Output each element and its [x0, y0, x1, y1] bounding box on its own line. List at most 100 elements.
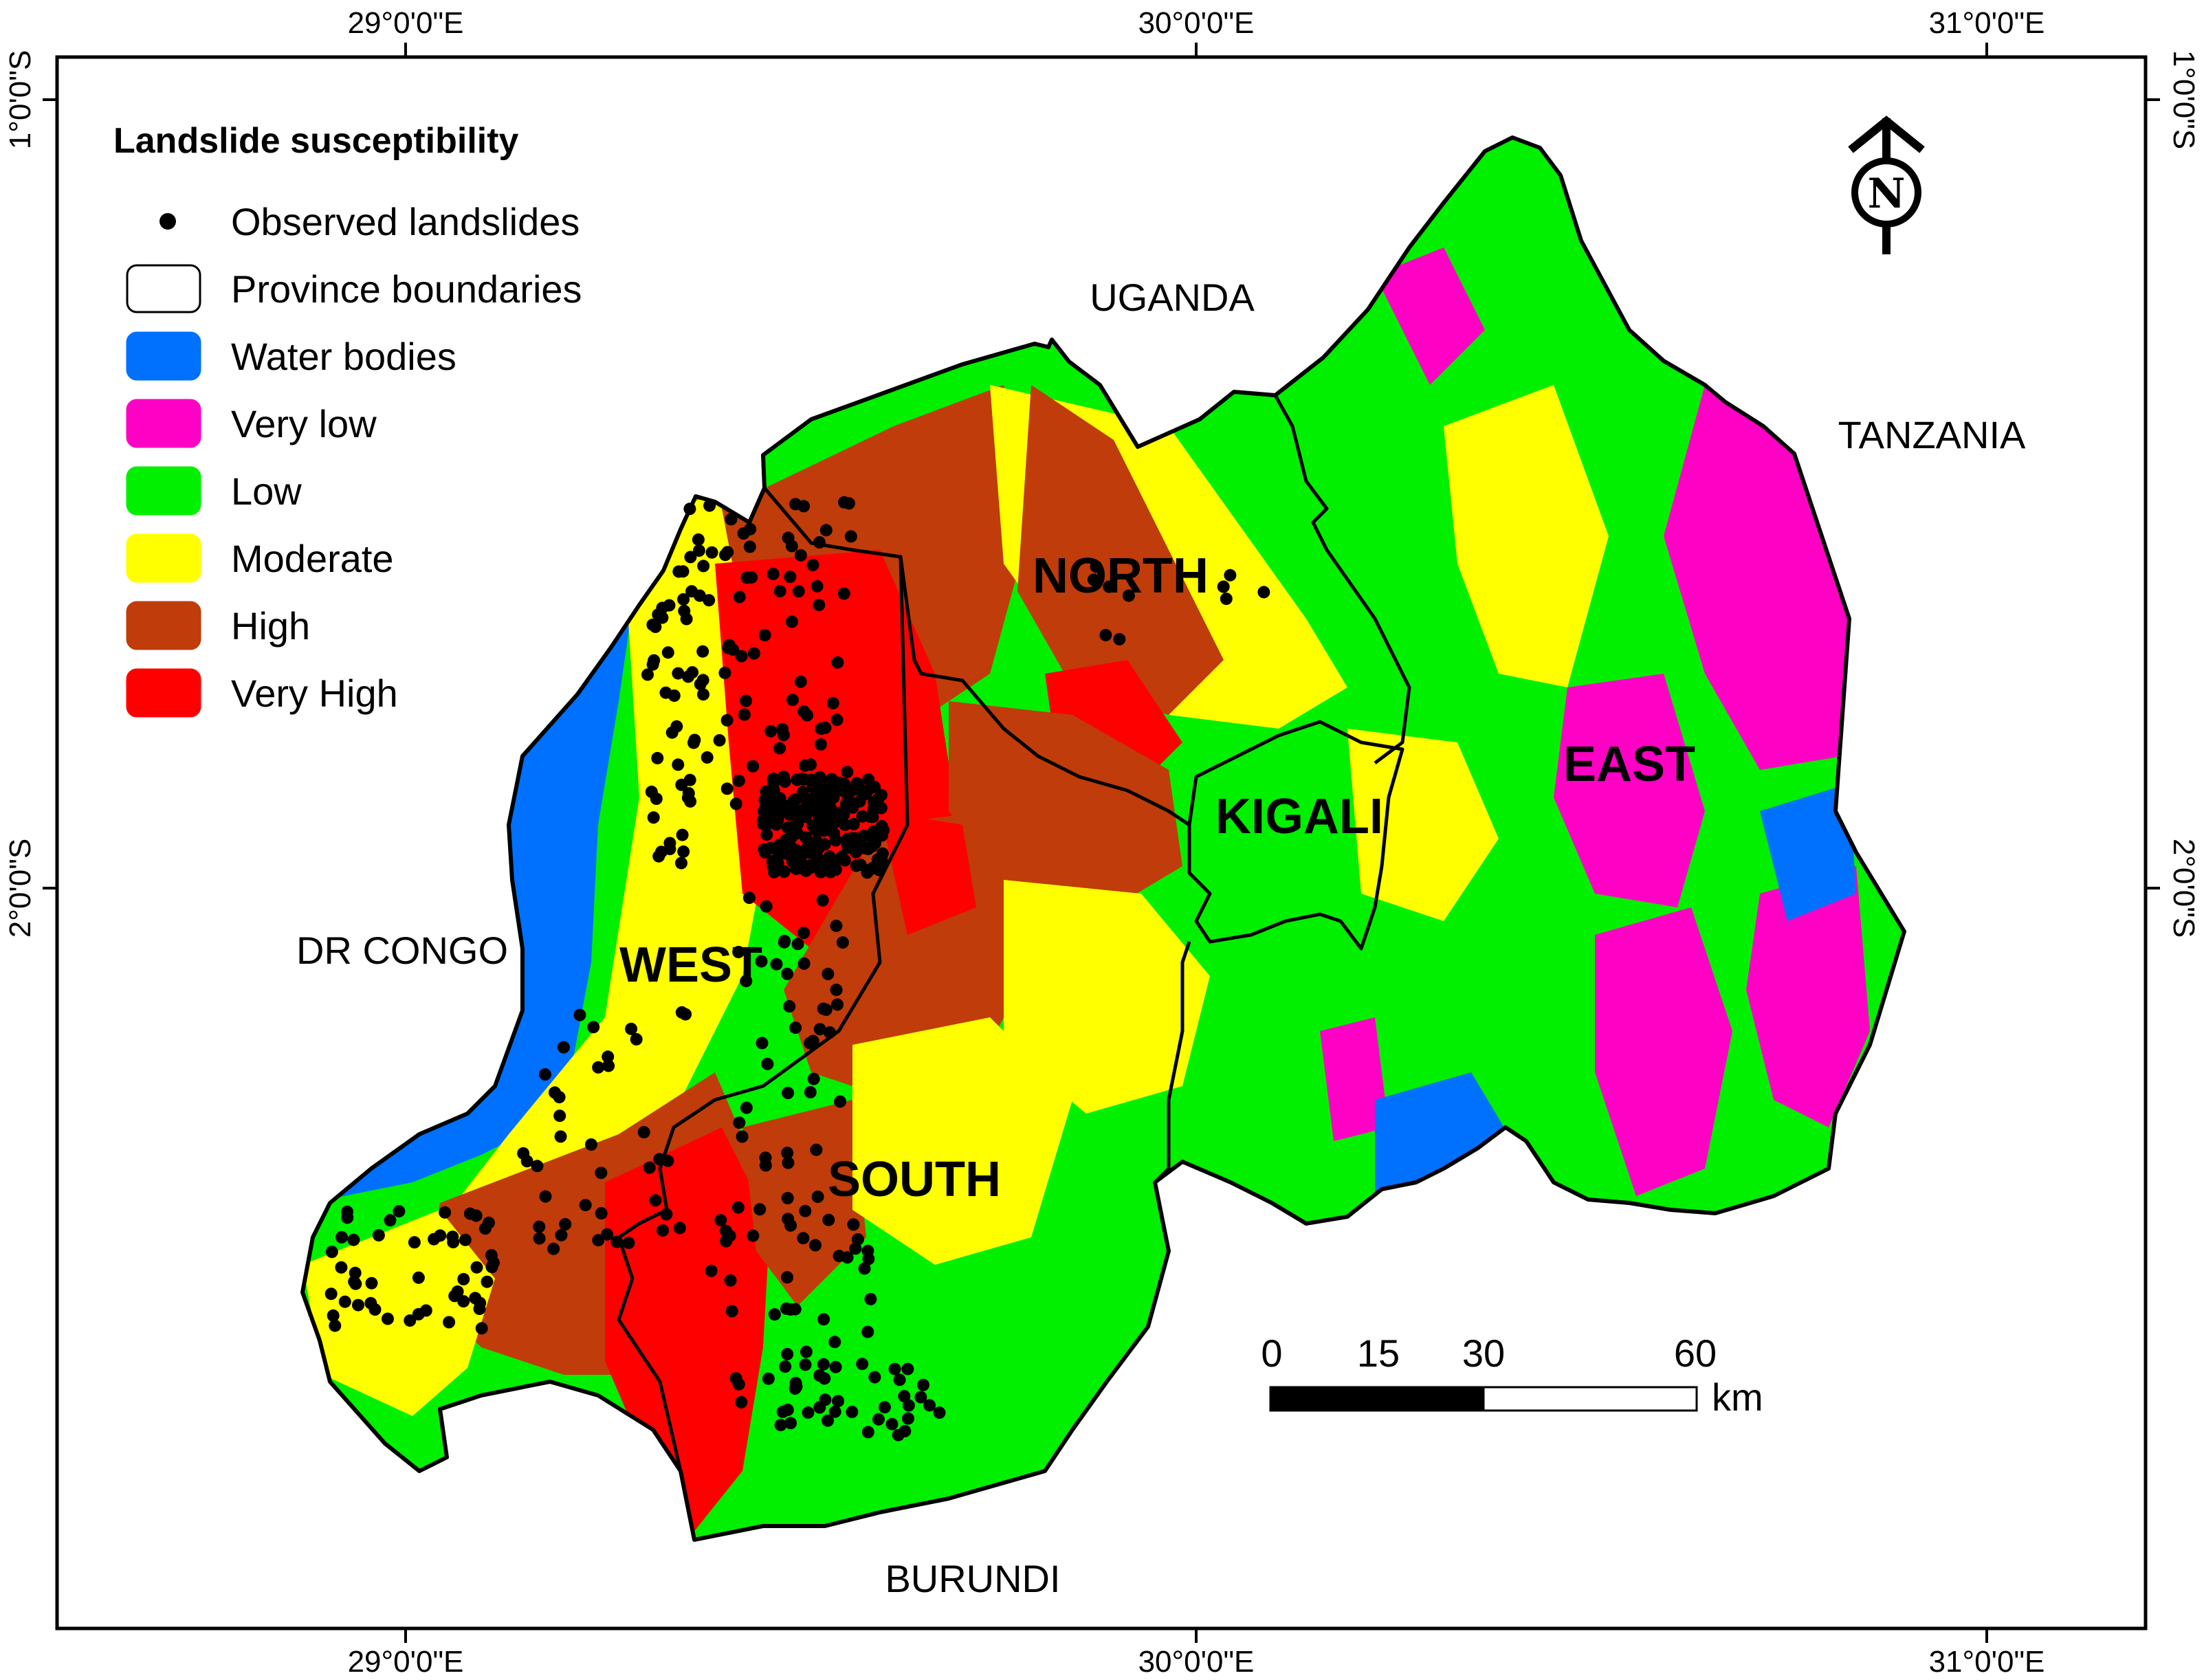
landslide-point	[610, 1235, 624, 1248]
landslide-point	[841, 839, 854, 851]
landslide-point	[799, 1204, 812, 1217]
graticule-left-label: 2°0'0"S	[3, 839, 37, 938]
graticule-left-label: 1°0'0"S	[3, 50, 37, 149]
landslide-point	[781, 1347, 794, 1360]
landslide-point	[1090, 560, 1103, 573]
landslide-point	[721, 546, 734, 559]
landslide-point	[729, 797, 742, 810]
zone-moderate-kigali	[1347, 729, 1499, 921]
landslide-point	[674, 1222, 686, 1235]
landslide-point	[557, 1041, 570, 1054]
landslide-point	[732, 946, 745, 958]
landslide-point	[533, 1232, 546, 1245]
landslide-point	[683, 502, 696, 516]
landslide-point	[637, 1126, 650, 1139]
landslide-point	[898, 1390, 911, 1403]
landslide-point	[768, 1308, 781, 1321]
landslide-point	[475, 1322, 488, 1335]
legend-label: High	[231, 604, 310, 648]
landslide-point	[722, 641, 735, 654]
landslide-point	[553, 1109, 566, 1123]
landslide-point	[800, 1345, 813, 1358]
landslide-point	[813, 1023, 826, 1036]
landslide-point	[781, 1147, 794, 1160]
legend: Landslide susceptibility Observed landsl…	[113, 121, 582, 718]
landslide-point	[770, 958, 783, 971]
country-label-congo: DR CONGO	[296, 929, 508, 972]
zone-moderate-south-central	[852, 1017, 1072, 1265]
landslide-point	[768, 813, 781, 826]
landslide-point	[794, 675, 807, 688]
legend-swatch	[126, 668, 201, 718]
graticule-right-label: 2°0'0"S	[2167, 839, 2201, 938]
zone-high-central	[949, 701, 1182, 907]
landslide-point	[443, 1316, 456, 1329]
landslide-point	[724, 1274, 737, 1287]
landslide-point	[731, 1201, 745, 1214]
landslide-point	[849, 1242, 862, 1255]
legend-swatch	[126, 466, 201, 516]
landslide-point	[819, 721, 832, 734]
landslide-point	[485, 1261, 498, 1274]
landslide-point	[810, 1143, 823, 1156]
landslide-point	[756, 1037, 769, 1050]
landslide-point	[831, 656, 844, 669]
legend-swatch	[126, 601, 201, 650]
landslide-point	[781, 1271, 794, 1284]
landslide-point	[743, 540, 756, 553]
landslide-point	[789, 1021, 802, 1035]
landslide-point	[813, 536, 826, 549]
landslide-point	[833, 812, 846, 825]
landslide-point	[335, 1261, 348, 1274]
province-label-east: EAST	[1563, 737, 1695, 792]
landslide-point	[408, 1236, 421, 1249]
landslide-point	[469, 1292, 482, 1305]
landslide-point	[819, 524, 833, 537]
landslide-point	[815, 738, 827, 751]
landslide-point	[602, 1050, 615, 1063]
landslide-point	[625, 1022, 638, 1035]
landslide-point	[819, 1003, 833, 1016]
landslide-point	[779, 1360, 792, 1373]
landslide-point	[782, 1156, 795, 1169]
landslide-point	[559, 1218, 572, 1230]
landslide-point	[547, 1242, 560, 1255]
graticule-bottom-label: 30°0'0"E	[1138, 1645, 1255, 1679]
landslide-point	[733, 1116, 746, 1129]
landslide-point	[841, 1251, 854, 1264]
landslide-point	[858, 1262, 871, 1275]
landslide-point	[797, 927, 811, 939]
landslide-point	[670, 720, 683, 733]
landslide-point	[329, 1319, 342, 1332]
landslide-point	[459, 1233, 472, 1246]
graticule-ticks	[43, 43, 2160, 1643]
landslide-point	[732, 774, 745, 787]
boundary-west-north	[763, 487, 1191, 827]
landslide-point	[791, 938, 804, 951]
landslide-point	[856, 1358, 869, 1371]
landslide-point	[684, 551, 697, 564]
landslide-point	[630, 1032, 643, 1046]
landslide-point	[682, 670, 695, 683]
landslide-point	[796, 786, 809, 799]
landslide-point	[794, 808, 807, 821]
landslide-point	[457, 1272, 470, 1285]
landslide-point	[847, 817, 860, 830]
landslide-point	[595, 1167, 608, 1180]
landslide-point	[830, 984, 843, 996]
landslide-point	[885, 1417, 899, 1430]
landslide-point	[697, 560, 710, 573]
scale-bar: 0 15 30 60 km	[1261, 1331, 1763, 1419]
landslide-point	[649, 620, 662, 633]
zone-moderate-west	[412, 495, 791, 1279]
landslide-point	[850, 859, 863, 872]
landslide-point	[661, 1154, 674, 1167]
landslide-point	[759, 1159, 772, 1172]
landslide-point	[663, 599, 676, 612]
landslide-point	[806, 797, 819, 810]
landslide-point	[1257, 586, 1270, 599]
landslide-point	[573, 1008, 586, 1021]
zone-verylow-east-5	[1375, 247, 1485, 385]
landslide-point	[737, 527, 750, 540]
landslide-point	[641, 668, 654, 681]
